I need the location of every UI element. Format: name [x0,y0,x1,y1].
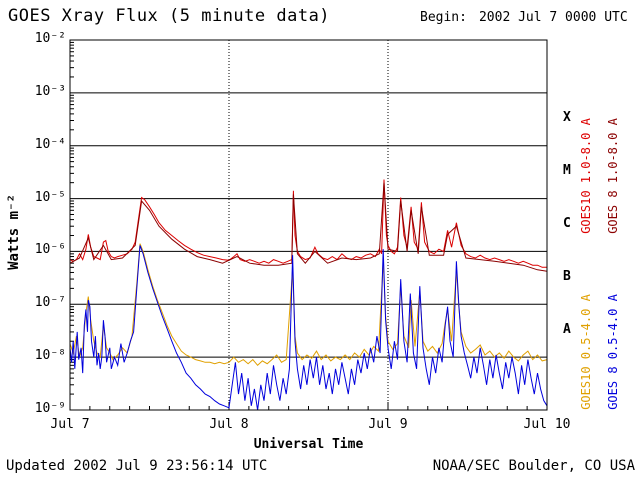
y-tick-label: 10⁻⁸ [34,348,66,364]
plot-border [69,39,548,411]
flux-series-goes10-1-0-8-0-a [69,179,547,268]
y-tick-label: 10⁻⁷ [34,295,66,311]
y-tick-label: 10⁻⁶ [34,242,66,258]
flare-class-label-c: C [563,216,571,231]
x-tick-label: Jul 10 [523,417,571,432]
flare-class-label-a: A [563,321,571,337]
series-label-goes-8-0-5-4-0-a: GOES 8 0.5-4.0 A [606,294,620,410]
chart-title: GOES Xray Flux (5 minute data) [8,6,331,26]
y-axis-label: Watts m⁻² [6,194,22,270]
noaa-credit: NOAA/SEC Boulder, CO USA [432,458,635,474]
begin-time: Begin: 2002 Jul 7 0000 UTC [420,10,628,25]
begin-label: Begin: [420,10,467,25]
y-tick-label: 10⁻⁹ [34,401,66,416]
flare-class-label-x: X [563,110,571,126]
y-tick-label: 10⁻² [34,31,66,46]
y-tick-label: 10⁻⁵ [34,189,66,205]
x-tick-label: Jul 8 [209,417,249,432]
y-tick-label: 10⁻⁴ [34,136,66,152]
flare-class-label-m: M [563,163,571,179]
begin-value: 2002 Jul 7 0000 UTC [478,10,628,25]
flux-series-goes-8-0-5-4-0-a [69,245,548,411]
y-tick-label: 10⁻³ [34,83,66,99]
flare-class-label-b: B [563,268,571,284]
series-label-goes10-0-5-4-0-a: GOES10 0.5-4.0 A [579,294,593,410]
series-label-goes10-1-0-8-0-a: GOES10 1.0-8.0 A [579,118,593,234]
flux-series-goes-8-1-0-8-0-a [69,182,548,272]
series-label-goes-8-1-0-8-0-a: GOES 8 1.0-8.0 A [606,118,620,234]
x-tick-label: Jul 9 [368,417,408,432]
updated-timestamp: Updated 2002 Jul 9 23:56:14 UTC [6,458,268,474]
x-axis-label: Universal Time [253,437,364,452]
x-tick-label: Jul 7 [50,417,90,432]
